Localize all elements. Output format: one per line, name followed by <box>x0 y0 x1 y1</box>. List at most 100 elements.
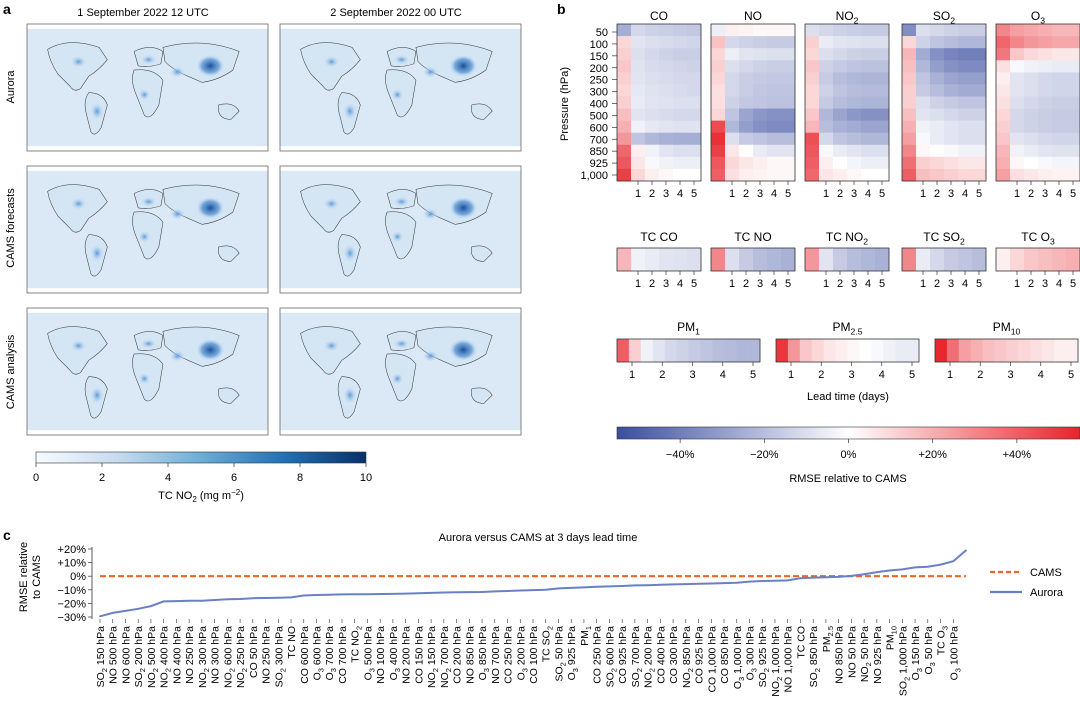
lead-tick-label: 5 <box>750 369 756 381</box>
line-chart-title: Aurora versus CAMS at 3 days lead time <box>439 532 638 544</box>
heatmap-cell <box>659 24 674 37</box>
pm-strip-cell <box>628 339 642 362</box>
heatmap-cell <box>725 72 740 85</box>
aurora-point <box>366 593 369 596</box>
aurora-point <box>290 596 292 599</box>
heatmap-cell <box>902 60 917 73</box>
panel-c: Aurora versus CAMS at 3 days lead time R… <box>18 532 1064 697</box>
lead-tick-label: 1 <box>823 278 829 290</box>
heatmap-cell <box>753 36 768 49</box>
heatmap-cell <box>972 144 987 158</box>
heatmap-cell <box>1024 36 1039 49</box>
x-tick-label: O3 925 hPa <box>566 626 580 681</box>
heatmap-cell <box>972 96 987 109</box>
heatmap-cell <box>930 108 945 121</box>
column-title-1: 1 September 2022 12 UTC <box>77 7 209 19</box>
heatmap-cell <box>1038 60 1053 73</box>
tc-strip-frame <box>901 247 987 272</box>
heatmap-frame <box>616 23 702 182</box>
aurora-line <box>99 549 967 618</box>
heatmap-cell <box>781 48 796 61</box>
lead-tick-label: 5 <box>691 278 697 290</box>
lead-tick-label: 3 <box>1042 278 1048 290</box>
heatmap-cell <box>645 24 660 37</box>
x-tick-label: CO 150 hPa <box>413 626 425 684</box>
tc-strip-frame <box>804 247 890 272</box>
lead-tick-label: 1 <box>947 369 953 381</box>
x-tick-label: CO 1,000 hPa <box>706 626 718 693</box>
aurora-point <box>392 592 394 595</box>
lead-tick-label: 3 <box>663 278 669 290</box>
heatmap-cell <box>1052 144 1067 158</box>
heatmap-cell <box>875 144 890 158</box>
lead-time-axis-label: Lead time (days) <box>807 391 889 403</box>
heatmap-cell <box>833 24 848 37</box>
heatmap-cell <box>819 96 834 109</box>
heatmap-cell <box>659 108 674 121</box>
pressure-tick-label: 700 <box>590 134 608 146</box>
tc-strip-cell <box>767 248 782 271</box>
x-tick-label: PM2.5 <box>821 626 835 652</box>
y-tick-label: 0% <box>70 571 86 583</box>
heatmap-cell <box>659 60 674 73</box>
heatmap-cell <box>711 24 726 37</box>
heatmap-cell <box>805 96 820 109</box>
heatmap-cell <box>711 108 726 121</box>
heatmap-cell <box>753 132 768 146</box>
heatmap-cell <box>1024 84 1039 97</box>
lead-tick-label: 3 <box>851 278 857 290</box>
heatmap-cell <box>875 84 890 97</box>
heatmap-cell <box>958 36 973 49</box>
heatmap-cell <box>833 48 848 61</box>
heatmap-cell <box>861 72 876 85</box>
lead-tick-label: 5 <box>1070 278 1076 290</box>
tc-strip-cell <box>1038 248 1053 271</box>
heatmap-cell <box>1010 36 1025 49</box>
heatmap-cell <box>930 144 945 158</box>
x-tick-label: CO 300 hPa <box>668 626 680 684</box>
tc-strip-cell <box>739 248 754 271</box>
x-tick-label: O3 100 hPa <box>948 626 962 681</box>
heatmap-cell <box>753 84 768 97</box>
heatmap-cell <box>819 120 834 133</box>
pm-strip-cell <box>1042 339 1055 362</box>
tc-strip-cell <box>875 248 890 271</box>
heatmap-cell <box>753 96 768 109</box>
heatmap-cell <box>687 108 702 121</box>
heatmap-cell <box>739 24 754 37</box>
heatmap-cell <box>739 96 754 109</box>
heatmap-cell <box>972 84 987 97</box>
heatmap-cell <box>1010 60 1025 73</box>
heatmap-cell <box>930 168 945 182</box>
x-tick-label: CO 400 hPa <box>655 626 667 684</box>
heatmap-cell <box>1052 84 1067 97</box>
tc-strip-cell <box>1010 248 1025 271</box>
heatmap-cell <box>833 108 848 121</box>
x-tick-label: TC NO2 <box>350 626 364 663</box>
aurora-point <box>633 584 636 587</box>
heatmap-cell <box>1052 24 1067 37</box>
tc-strip-cell <box>645 248 660 271</box>
heatmap-cell <box>1038 168 1053 182</box>
pressure-tick-label: 850 <box>590 146 608 158</box>
heatmap-cell <box>944 156 959 170</box>
pressure-tick-label: 925 <box>590 158 608 170</box>
pm-strip-frame <box>934 338 1079 363</box>
heatmap-cell <box>833 36 848 49</box>
heatmap-cell <box>902 132 917 146</box>
heatmap-cell <box>972 156 987 170</box>
heatmap-cell <box>1024 108 1039 121</box>
tc-strip-cell <box>996 248 1011 271</box>
aurora-point <box>659 583 662 586</box>
heatmap-cell <box>916 108 931 121</box>
heatmap-cell <box>972 108 987 121</box>
rmse-colorbar-tick-label: +20% <box>918 449 947 461</box>
x-tick-label: NO2 200 hPa <box>643 626 657 688</box>
heatmap-cell <box>673 168 688 182</box>
lead-tick-label: 2 <box>1028 188 1034 200</box>
x-tick-label: NO 600 hPa <box>120 626 132 684</box>
pressure-tick-label: 150 <box>590 51 608 63</box>
lead-tick-label: 3 <box>1007 369 1013 381</box>
aurora-point <box>965 549 967 552</box>
x-tick-label: O3 150 hPa <box>910 626 924 681</box>
